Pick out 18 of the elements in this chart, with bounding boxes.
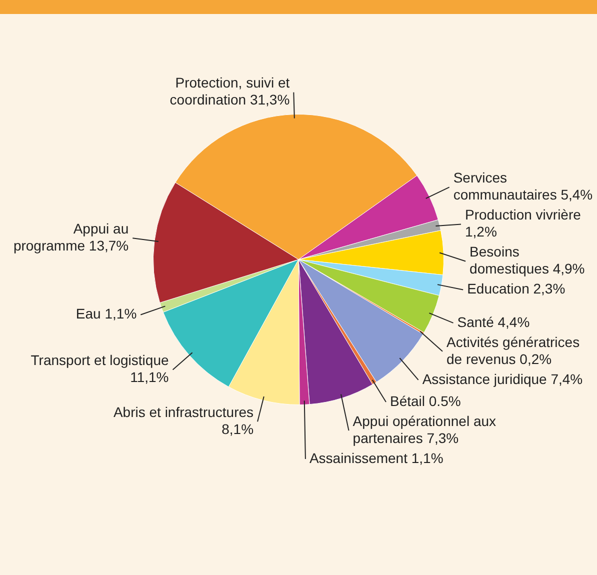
data-label: 1,2%: [464, 224, 497, 240]
data-label: 11,1%: [130, 369, 169, 386]
slice-label: Bétail 0.5%: [390, 392, 461, 409]
slice-label: Protection, suivi et coordination 31,3%: [170, 74, 290, 108]
slice-label: Production vivrière: [464, 206, 582, 223]
slice-label: Assistance juridique 7,4%: [422, 370, 583, 387]
slice-label: Services communautaires 5,4%: [453, 170, 593, 203]
slice-label: Appui opérationnel aux partenaires 7,3%: [352, 412, 496, 446]
data-label: 8,1%: [222, 421, 254, 438]
slice-label: Santé 4,4%: [457, 314, 530, 330]
slice-label: Abris et infrastructures: [113, 404, 254, 420]
slice-label: Appui au programme 13,7%: [13, 220, 129, 254]
slice-label: Eau 1,1%: [76, 306, 137, 322]
slice-label: Activités génératrices de revenus 0,2%: [446, 334, 580, 367]
slice-label: Transport et logistique: [30, 352, 169, 368]
slice-label: Assainissement 1,1%: [309, 450, 444, 466]
slice-label: Besoins domestiques 4,9%: [470, 244, 585, 277]
slice-label: Education 2,3%: [467, 280, 566, 297]
